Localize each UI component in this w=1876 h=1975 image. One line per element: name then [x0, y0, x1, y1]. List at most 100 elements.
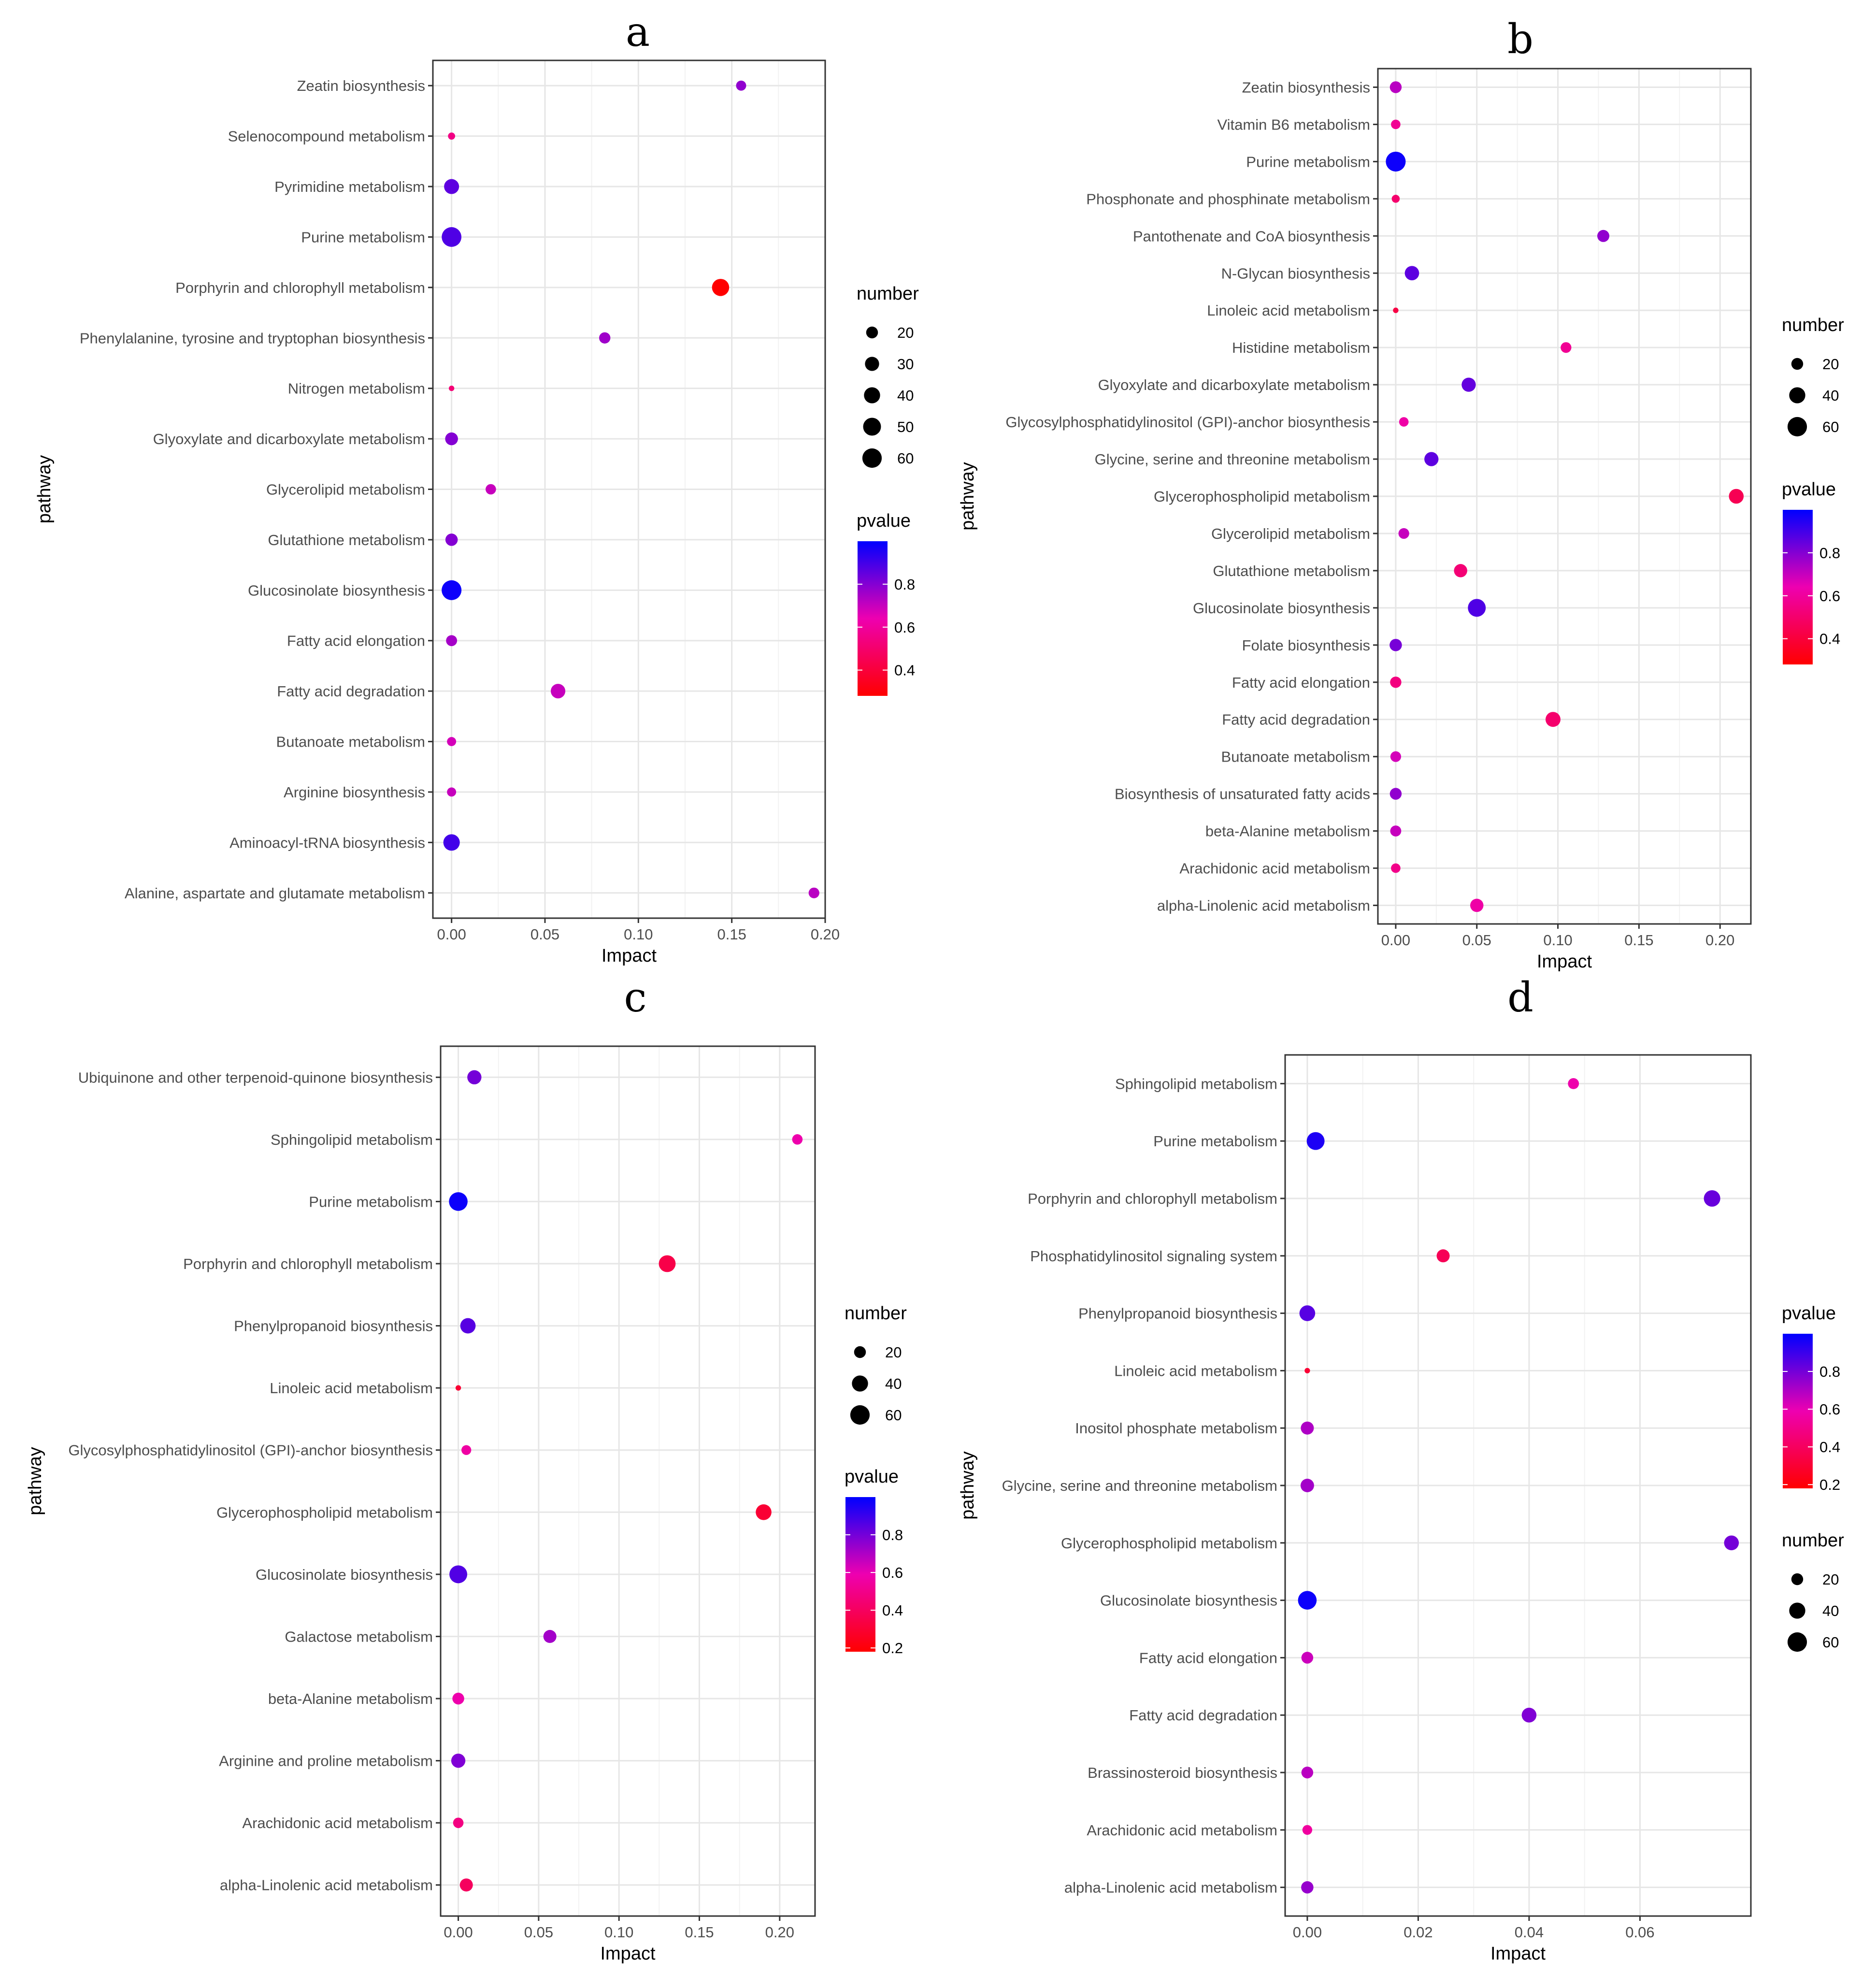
y-tick-label: Arachidonic acid metabolism [242, 1815, 433, 1831]
size-legend-dot [1787, 417, 1807, 437]
y-axis-title: pathway [34, 455, 55, 524]
y-tick-label: Zeatin biosynthesis [297, 77, 425, 94]
x-tick-label: 0.15 [1624, 932, 1653, 949]
data-point [1390, 677, 1402, 688]
y-tick-label: Arachidonic acid metabolism [1087, 1822, 1277, 1839]
x-tick-label: 0.02 [1403, 1924, 1432, 1941]
data-point [1391, 195, 1400, 203]
data-point [1568, 1078, 1579, 1089]
data-point [453, 1817, 464, 1828]
pvalue-colorbar [858, 541, 888, 696]
size-legend-dot [850, 1405, 870, 1425]
y-tick-label: Pantothenate and CoA biosynthesis [1133, 228, 1370, 245]
colorbar-tick-label: 0.8 [882, 1527, 903, 1543]
size-legend-dot [866, 326, 878, 339]
data-point [1298, 1591, 1317, 1610]
colorbar-tick-label: 0.4 [894, 662, 915, 679]
data-point [1729, 489, 1744, 504]
data-point [712, 279, 730, 296]
data-point [1393, 307, 1399, 313]
y-tick-label: Purine metabolism [1246, 153, 1370, 170]
data-point [1306, 1132, 1325, 1150]
data-point [1597, 230, 1610, 242]
size-legend-label: 20 [885, 1344, 902, 1361]
colorbar-tick-label: 0.2 [882, 1640, 903, 1657]
y-tick-label: Phenylpropanoid biosynthesis [1078, 1305, 1277, 1322]
y-tick-label: alpha-Linolenic acid metabolism [1064, 1879, 1277, 1896]
panel-letter: b [1507, 15, 1533, 63]
y-tick-label: Glucosinolate biosynthesis [1193, 600, 1370, 617]
colorbar-tick-label: 0.8 [1819, 1363, 1840, 1380]
data-point [1546, 712, 1561, 727]
size-legend-label: 50 [897, 418, 914, 435]
y-tick-label: Porphyrin and chlorophyll metabolism [175, 279, 425, 296]
y-tick-label: Ubiquinone and other terpenoid-quinone b… [78, 1069, 433, 1086]
data-point [756, 1504, 772, 1520]
data-point [452, 1692, 464, 1705]
x-tick-label: 0.15 [717, 926, 746, 943]
data-point [443, 834, 460, 851]
y-tick-label: Glucosinolate biosynthesis [1100, 1592, 1277, 1609]
data-point [659, 1255, 676, 1272]
data-point [1461, 377, 1476, 392]
x-axis-title: Impact [600, 1944, 655, 1964]
plot-area [441, 1046, 815, 1916]
colorbar-tick-label: 0.6 [1819, 1401, 1840, 1418]
pvalue-colorbar [1783, 1334, 1813, 1488]
y-tick-label: Fatty acid degradation [1222, 711, 1370, 728]
y-tick-label: Alanine, aspartate and glutamate metabol… [125, 885, 425, 902]
data-point [1404, 266, 1419, 281]
x-axis-title: Impact [1537, 951, 1592, 972]
y-tick-label: Glyoxylate and dicarboxylate metabolism [153, 431, 425, 447]
data-point [444, 179, 459, 194]
data-point [449, 1565, 468, 1584]
data-point [550, 684, 566, 699]
data-point [599, 332, 611, 344]
data-point [448, 132, 456, 140]
y-tick-label: Butanoate metabolism [276, 734, 425, 750]
y-tick-label: Biosynthesis of unsaturated fatty acids [1115, 786, 1370, 803]
colorbar-tick-label: 0.6 [882, 1564, 903, 1581]
data-point [1304, 1368, 1310, 1374]
data-point [1468, 599, 1486, 617]
y-tick-label: Phenylalanine, tyrosine and tryptophan b… [80, 330, 425, 346]
size-legend-dot [854, 1346, 866, 1358]
panel-d: d Sphingolipid metabolism Purine metabolis… [958, 974, 1844, 1964]
size-legend-label: 60 [885, 1407, 902, 1424]
y-tick-label: Fatty acid degradation [1129, 1707, 1277, 1724]
data-point [486, 484, 496, 495]
data-point [459, 1878, 473, 1892]
data-point [447, 737, 457, 747]
data-point [447, 787, 457, 797]
y-axis-title: pathway [958, 1451, 978, 1520]
x-tick-label: 0.20 [1705, 932, 1734, 949]
size-legend-dot [1789, 387, 1805, 404]
size-legend-dot [1791, 1573, 1804, 1586]
x-tick-label: 0.00 [444, 1924, 473, 1941]
colorbar-tick-label: 0.6 [1819, 588, 1840, 605]
pvalue-legend-title: pvalue [1782, 1303, 1836, 1324]
x-axis-title: Impact [601, 946, 657, 966]
y-tick-label: beta-Alanine metabolism [1205, 823, 1370, 840]
data-point [1300, 1479, 1314, 1492]
data-point [1521, 1707, 1537, 1723]
y-tick-label: Vitamin B6 metabolism [1217, 116, 1370, 133]
y-tick-label: alpha-Linolenic acid metabolism [1157, 897, 1370, 914]
data-point [736, 80, 746, 91]
x-tick-label: 0.00 [437, 926, 466, 943]
colorbar-tick-label: 0.8 [894, 576, 915, 593]
plot-border [440, 1045, 816, 1917]
panel-letter: d [1507, 974, 1533, 1021]
data-point [1470, 898, 1484, 912]
data-point [1390, 751, 1402, 762]
panel-a: a Zeatin biosynthesis Selenocompound metab… [34, 8, 919, 966]
y-tick-label: Histidine metabolism [1232, 339, 1370, 356]
colorbar-tick-label: 0.4 [882, 1602, 903, 1619]
data-point [1389, 81, 1402, 93]
y-tick-label: Glycerolipid metabolism [266, 481, 425, 498]
data-point [1391, 119, 1401, 130]
panel-c: c Ubiquinone and other terpenoid-quinone … [25, 974, 907, 1964]
y-tick-label: Brassinosteroid biosynthesis [1088, 1764, 1277, 1781]
y-tick-label: Glycerolipid metabolism [1211, 525, 1370, 542]
